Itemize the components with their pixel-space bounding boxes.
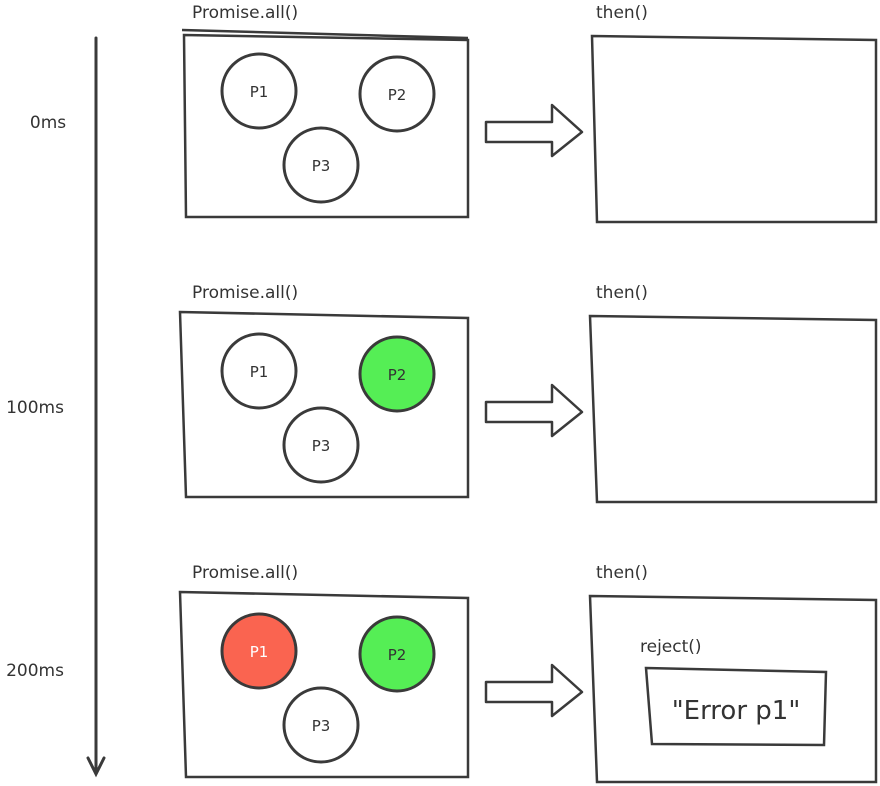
- promise-all-box: [178, 590, 470, 779]
- promise-p2-label: P2: [388, 646, 407, 664]
- flow-arrow-icon: [484, 103, 584, 158]
- promise-p2: P2: [358, 335, 436, 413]
- time-label-200ms: 200ms: [6, 661, 64, 681]
- promise-all-title: Promise.all(): [192, 563, 298, 583]
- then-box: [588, 594, 878, 784]
- promise-p3-label: P3: [312, 437, 331, 455]
- then-title: then(): [596, 3, 648, 23]
- promise-p1: P1: [220, 52, 298, 130]
- promise-p2-circle: [358, 55, 436, 133]
- promise-p1-circle: [220, 332, 298, 410]
- promise-p3: P3: [282, 406, 360, 484]
- timeline-line: [94, 36, 98, 774]
- then-box: [590, 34, 878, 224]
- promise-all-title: Promise.all(): [192, 3, 298, 23]
- flow-arrow-icon: [484, 663, 584, 718]
- then-title: then(): [596, 563, 648, 583]
- promise-p1: P1: [220, 612, 298, 690]
- promise-p2: P2: [358, 55, 436, 133]
- promise-all-title: Promise.all(): [192, 283, 298, 303]
- promise-p1-label: P1: [250, 363, 269, 381]
- promise-p2-label: P2: [388, 366, 407, 384]
- promise-p3-circle: [282, 686, 360, 764]
- promise-p2-label: P2: [388, 86, 407, 104]
- promise-all-box: [181, 28, 470, 219]
- stage-0: Promise.all() P1 P2 P3 then(): [181, 3, 878, 224]
- promise-p1-label: P1: [250, 83, 269, 101]
- promise-p2: P2: [358, 615, 436, 693]
- stage-2: Promise.all() P1 P2 P3 then() reject() "…: [178, 563, 878, 784]
- promise-p2-circle: [358, 335, 436, 413]
- flow-arrow-icon: [484, 383, 584, 438]
- promise-p3: P3: [282, 686, 360, 764]
- promise-p3-label: P3: [312, 717, 331, 735]
- promise-all-box: [178, 310, 470, 499]
- promise-p3-label: P3: [312, 157, 331, 175]
- timeline-arrowhead: [86, 756, 106, 778]
- promise-p1-circle: [220, 52, 298, 130]
- timeline-axis: [86, 36, 106, 778]
- promise-p1: P1: [220, 332, 298, 410]
- promise-p1-label: P1: [250, 643, 269, 661]
- promise-p3: P3: [282, 126, 360, 204]
- reject-label: reject(): [640, 637, 702, 657]
- time-label-100ms: 100ms: [6, 398, 64, 418]
- promise-p2-circle: [358, 615, 436, 693]
- promise-p3-circle: [282, 406, 360, 484]
- time-label-0ms: 0ms: [30, 113, 66, 133]
- then-box: [588, 314, 878, 504]
- stage-1: Promise.all() P1 P2 P3 then(): [178, 283, 878, 504]
- promise-p1-circle: [220, 612, 298, 690]
- promise-p3-circle: [282, 126, 360, 204]
- error-value: "Error p1": [672, 696, 801, 726]
- then-title: then(): [596, 283, 648, 303]
- error-value-box: [644, 666, 828, 747]
